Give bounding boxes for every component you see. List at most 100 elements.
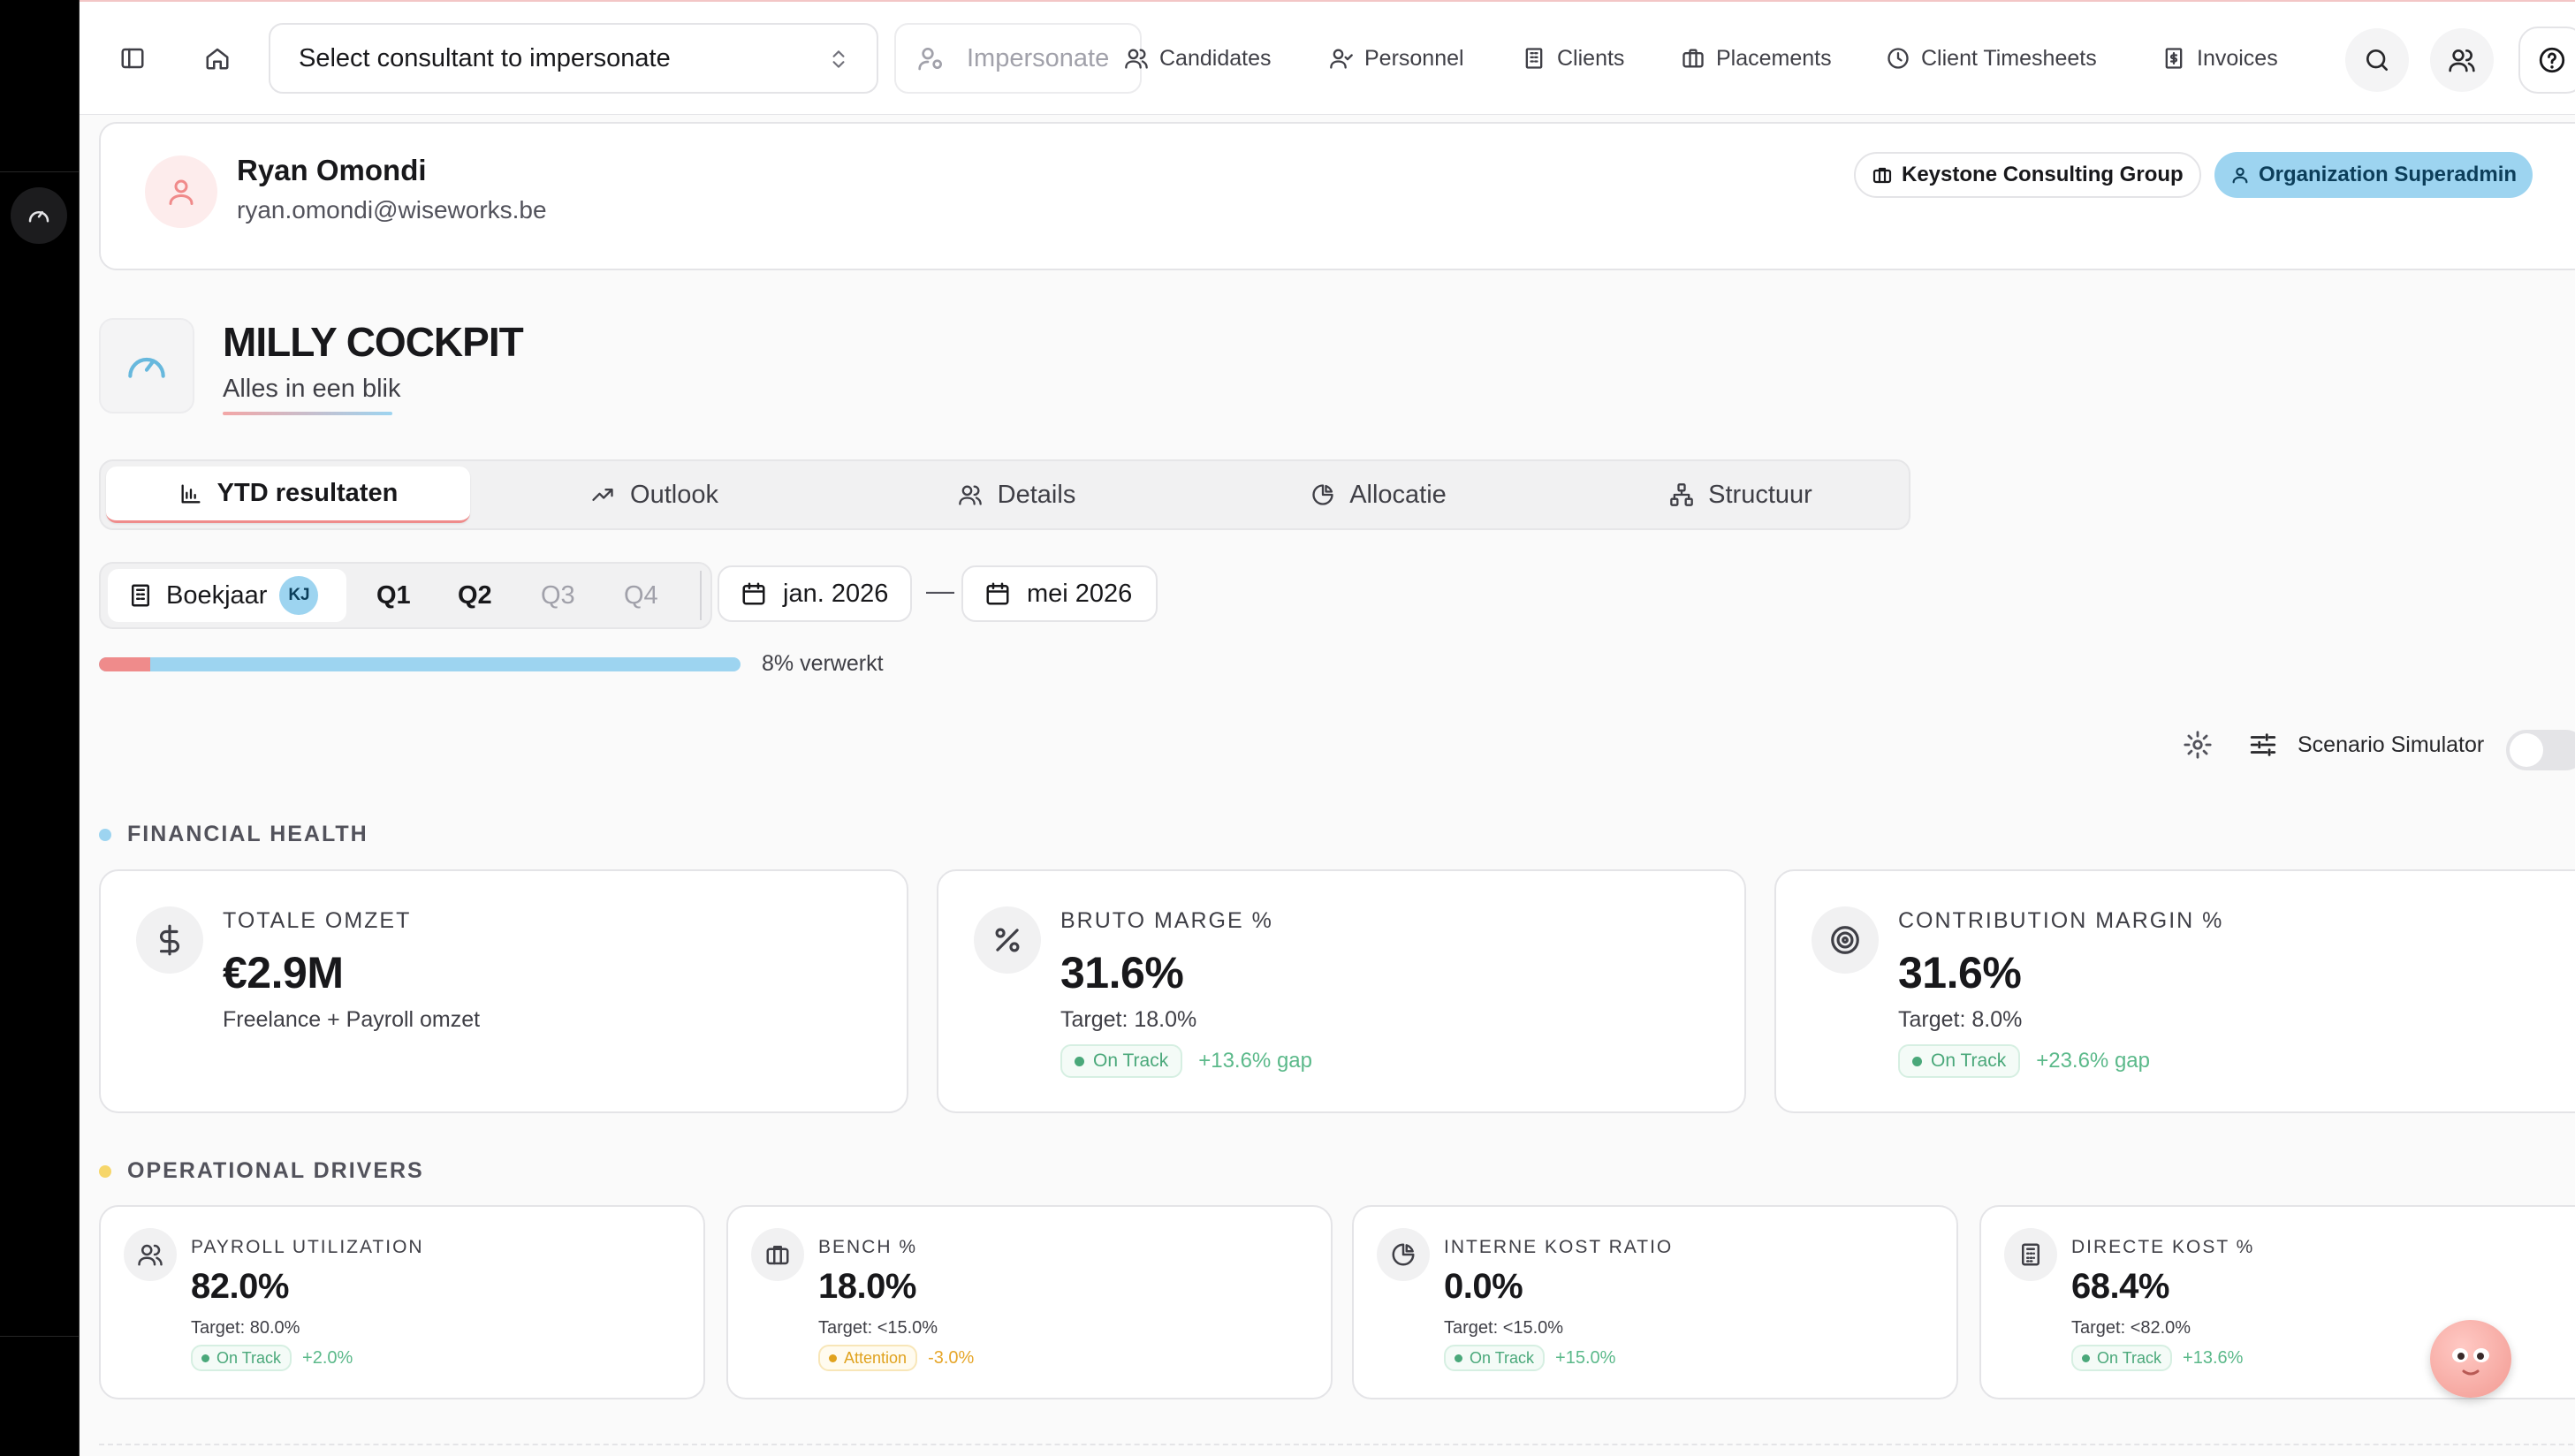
calculator-icon	[127, 582, 154, 609]
tab-label: Outlook	[630, 480, 718, 509]
nav-label: Personnel	[1364, 45, 1464, 71]
org-chart-icon	[1669, 482, 1694, 507]
building-icon	[1522, 46, 1546, 71]
end-date-value: mei 2026	[1027, 579, 1133, 608]
kpi-value: 31.6%	[1898, 948, 2022, 997]
sidebar-toggle-icon[interactable]	[106, 32, 159, 85]
gauge-icon	[99, 318, 194, 413]
kpi-target: Target: <15.0%	[818, 1318, 938, 1338]
kpi-gap: +2.0%	[302, 1347, 353, 1368]
kpi-card-bruto-marge: BRUTO MARGE % 31.6% Target: 18.0% On Tra…	[937, 869, 1746, 1113]
trending-up-icon	[589, 482, 616, 507]
nav-label: Placements	[1716, 45, 1832, 71]
help-icon[interactable]	[2518, 27, 2575, 94]
kpi-gap: +23.6% gap	[2036, 1049, 2150, 1073]
status-badge: Attention	[818, 1345, 918, 1371]
kpi-status-row: On Track +13.6%	[2071, 1345, 2243, 1371]
kpi-card-bench: BENCH % 18.0% Target: <15.0% Attention -…	[726, 1205, 1333, 1399]
page-subtitle: Alles in een blik	[223, 375, 401, 403]
users-icon	[124, 1228, 177, 1281]
nav-label: Clients	[1557, 45, 1625, 71]
section-title-text: FINANCIAL HEALTH	[127, 822, 368, 846]
dollar-icon	[136, 906, 203, 974]
kpi-status-row: Attention -3.0%	[818, 1345, 974, 1371]
kpi-value: 18.0%	[818, 1267, 916, 1306]
chevron-up-down-icon	[827, 46, 850, 72]
kpi-status-row: On Track +15.0%	[1444, 1345, 1615, 1371]
pie-chart-icon	[1310, 482, 1335, 507]
start-date-value: jan. 2026	[783, 579, 889, 608]
nav-placements[interactable]: Placements	[1681, 39, 1832, 78]
quarter-q1[interactable]: Q1	[376, 581, 411, 610]
gear-icon[interactable]	[2183, 730, 2213, 760]
briefcase-icon	[1681, 46, 1705, 71]
target-icon	[1812, 906, 1879, 974]
gauge-icon[interactable]	[11, 187, 67, 244]
top-bar: Select consultant to impersonate Imperso…	[80, 0, 2575, 115]
home-icon[interactable]	[191, 32, 244, 85]
toggle-knob	[2510, 733, 2543, 767]
tab-details[interactable]: Details	[838, 466, 1195, 523]
tab-structuur[interactable]: Structuur	[1562, 466, 1919, 523]
kpi-label: PAYROLL UTILIZATION	[191, 1237, 424, 1257]
kpi-status-row: On Track +23.6% gap	[1898, 1044, 2150, 1078]
organization-name: Keystone Consulting Group	[1902, 163, 2184, 186]
scenario-simulator-toggle[interactable]	[2506, 730, 2575, 770]
search-icon[interactable]	[2345, 28, 2409, 92]
role-badge: Organization Superadmin	[2214, 152, 2533, 198]
progress-label: 8% verwerkt	[762, 651, 884, 676]
quarter-q2[interactable]: Q2	[458, 581, 492, 610]
calculator-icon	[2004, 1228, 2057, 1281]
section-dot	[99, 1164, 111, 1178]
user-icon	[145, 155, 217, 228]
tab-allocatie[interactable]: Allocatie	[1200, 466, 1557, 523]
period-selector: Boekjaar KJ Q1 Q2 Q3 Q4	[99, 562, 712, 629]
fiscal-year-button[interactable]: Boekjaar KJ	[108, 569, 346, 622]
fiscal-year-badge: KJ	[279, 576, 319, 615]
kpi-card-interne-kost-ratio: INTERNE KOST RATIO 0.0% Target: <15.0% O…	[1352, 1205, 1958, 1399]
kpi-value: 0.0%	[1444, 1267, 1523, 1306]
tab-ytd-resultaten[interactable]: YTD resultaten	[106, 466, 470, 523]
kpi-value: €2.9M	[223, 948, 344, 997]
team-icon[interactable]	[2430, 28, 2494, 92]
period-divider	[700, 571, 702, 620]
impersonate-button[interactable]: Impersonate	[894, 23, 1142, 94]
kpi-target: Target: 8.0%	[1898, 1007, 2023, 1032]
kpi-value: 82.0%	[191, 1267, 289, 1306]
percent-icon	[974, 906, 1041, 974]
pie-chart-icon	[1377, 1228, 1430, 1281]
start-date-picker[interactable]: jan. 2026	[718, 565, 912, 622]
nav-label: Candidates	[1159, 45, 1272, 71]
nav-clients[interactable]: Clients	[1522, 39, 1624, 78]
user-email: ryan.omondi@wiseworks.be	[237, 196, 547, 224]
status-badge: On Track	[191, 1345, 292, 1371]
rail-divider	[0, 1336, 80, 1337]
end-date-picker[interactable]: mei 2026	[961, 565, 1158, 622]
status-badge: On Track	[1444, 1345, 1546, 1371]
nav-invoices[interactable]: Invoices	[2161, 39, 2278, 78]
quarter-q3[interactable]: Q3	[541, 581, 575, 610]
consultant-select[interactable]: Select consultant to impersonate	[269, 23, 878, 94]
tab-outlook[interactable]: Outlook	[475, 466, 832, 523]
app-rail	[0, 0, 80, 1456]
status-badge: On Track	[1898, 1044, 2021, 1078]
status-badge: On Track	[1060, 1044, 1183, 1078]
quarter-q4[interactable]: Q4	[624, 581, 658, 610]
assistant-mascot-icon[interactable]	[2430, 1320, 2511, 1398]
user-card: Ryan Omondi ryan.omondi@wiseworks.be Key…	[99, 122, 2575, 270]
nav-candidates[interactable]: Candidates	[1124, 39, 1271, 78]
kpi-card-payroll-utilization: PAYROLL UTILIZATION 82.0% Target: 80.0% …	[99, 1205, 705, 1399]
nav-client-timesheets[interactable]: Client Timesheets	[1886, 39, 2097, 78]
cockpit-tabs: YTD resultaten Outlook Details Allocatie…	[99, 459, 1910, 530]
nav-personnel[interactable]: Personnel	[1329, 39, 1464, 78]
rail-divider	[0, 171, 80, 172]
kpi-card-totale-omzet: TOTALE OMZET €2.9M Freelance + Payroll o…	[99, 869, 908, 1113]
user-icon	[2230, 165, 2250, 185]
kpi-gap: +13.6% gap	[1198, 1049, 1312, 1073]
kpi-subtext: Freelance + Payroll omzet	[223, 1007, 481, 1032]
nav-label: Client Timesheets	[1921, 45, 2097, 71]
receipt-icon	[2161, 46, 2186, 71]
kpi-value: 31.6%	[1060, 948, 1184, 997]
kpi-status-row: On Track +13.6% gap	[1060, 1044, 1312, 1078]
users-icon	[957, 482, 984, 507]
